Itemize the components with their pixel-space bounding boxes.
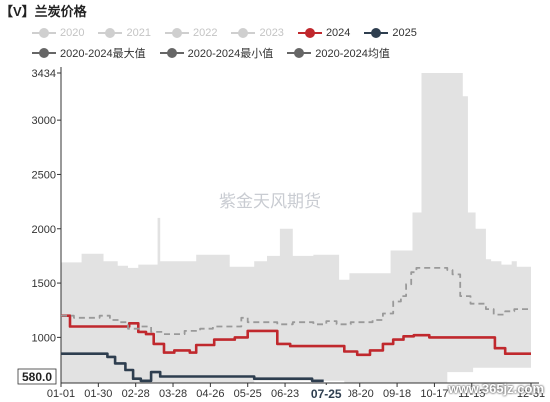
- legend-item-2022[interactable]: 2022: [164, 24, 218, 42]
- legend-marker-icon: [231, 27, 256, 39]
- legend-label: 2023: [259, 27, 284, 39]
- range-band: [61, 73, 531, 383]
- legend-label: 2020: [60, 27, 85, 39]
- series-line-2025: [61, 352, 324, 383]
- y-tick-label: 3434: [32, 68, 56, 80]
- legend-label: 2020-2024最大值: [60, 48, 146, 60]
- legend-label: 2022: [192, 27, 218, 39]
- legend-label: 2021: [126, 27, 151, 39]
- legend-marker-icon: [98, 27, 123, 39]
- legend-item-2020[interactable]: 2020: [32, 24, 84, 42]
- chart-watermark: 紫金天风期货: [219, 192, 321, 212]
- x-tick-label: 04-26: [196, 388, 224, 400]
- x-tick-label: 06-23: [271, 388, 299, 400]
- page-title: 【V】兰炭价格: [0, 4, 87, 19]
- x-tick-label: 02-28: [122, 388, 150, 400]
- y-tick-label: 2000: [32, 224, 56, 236]
- legend-item-2020-2024均值[interactable]: 2020-2024均值: [287, 44, 390, 62]
- legend-item-2020-2024最大值[interactable]: 2020-2024最大值: [32, 44, 146, 62]
- x-pointer-box: [304, 385, 349, 402]
- x-tick-label: 01-30: [84, 388, 112, 400]
- x-tick-label: 05-25: [234, 388, 262, 400]
- x-tick-label: 03-28: [159, 388, 187, 400]
- y-pointer-box: [17, 368, 57, 385]
- legend-marker-icon: [287, 47, 312, 59]
- legend-label: 2024: [325, 27, 351, 39]
- series-line-2024: [61, 314, 531, 357]
- legend-label: 2020-2024最小值: [187, 48, 274, 60]
- y-tick-label: 3000: [32, 115, 56, 127]
- legend-label: 2020-2024均值: [315, 48, 390, 60]
- legend-item-2024[interactable]: 2024: [297, 24, 351, 42]
- legend-marker-icon: [159, 47, 184, 59]
- x-pointer-label: 07-25: [311, 387, 342, 401]
- y-tick-label: 1000: [32, 332, 56, 344]
- y-pointer-label: 580.0: [22, 370, 52, 384]
- series-line-2020-2024均值: [61, 267, 531, 335]
- chart-legend: 2020 2021 2022 2023 2024 2025 2020-2024最大值 2020…: [32, 24, 542, 64]
- x-tick-label: 01-01: [47, 388, 75, 400]
- legend-marker-icon: [32, 47, 56, 59]
- x-tick-label: 09-18: [383, 388, 411, 400]
- x-tick-label: 11-15: [458, 388, 485, 400]
- x-tick-label: 12-31: [517, 388, 545, 400]
- legend-item-2023[interactable]: 2023: [231, 24, 284, 42]
- site-watermark: www.365jz.com: [448, 381, 544, 396]
- legend-item-2020-2024最小值[interactable]: 2020-2024最小值: [159, 44, 274, 62]
- y-tick-label: 1500: [32, 278, 56, 290]
- legend-marker-icon: [364, 27, 389, 39]
- x-tick-label: 08-20: [346, 388, 374, 400]
- legend-item-2025[interactable]: 2025: [364, 24, 417, 42]
- legend-label: 2025: [392, 27, 417, 39]
- x-tick-label: 10-17: [420, 388, 448, 400]
- legend-marker-icon: [32, 27, 56, 39]
- legend-item-2021[interactable]: 2021: [98, 24, 151, 42]
- y-tick-label: 2500: [32, 169, 56, 181]
- legend-marker-icon: [164, 27, 189, 39]
- legend-marker-icon: [297, 27, 322, 39]
